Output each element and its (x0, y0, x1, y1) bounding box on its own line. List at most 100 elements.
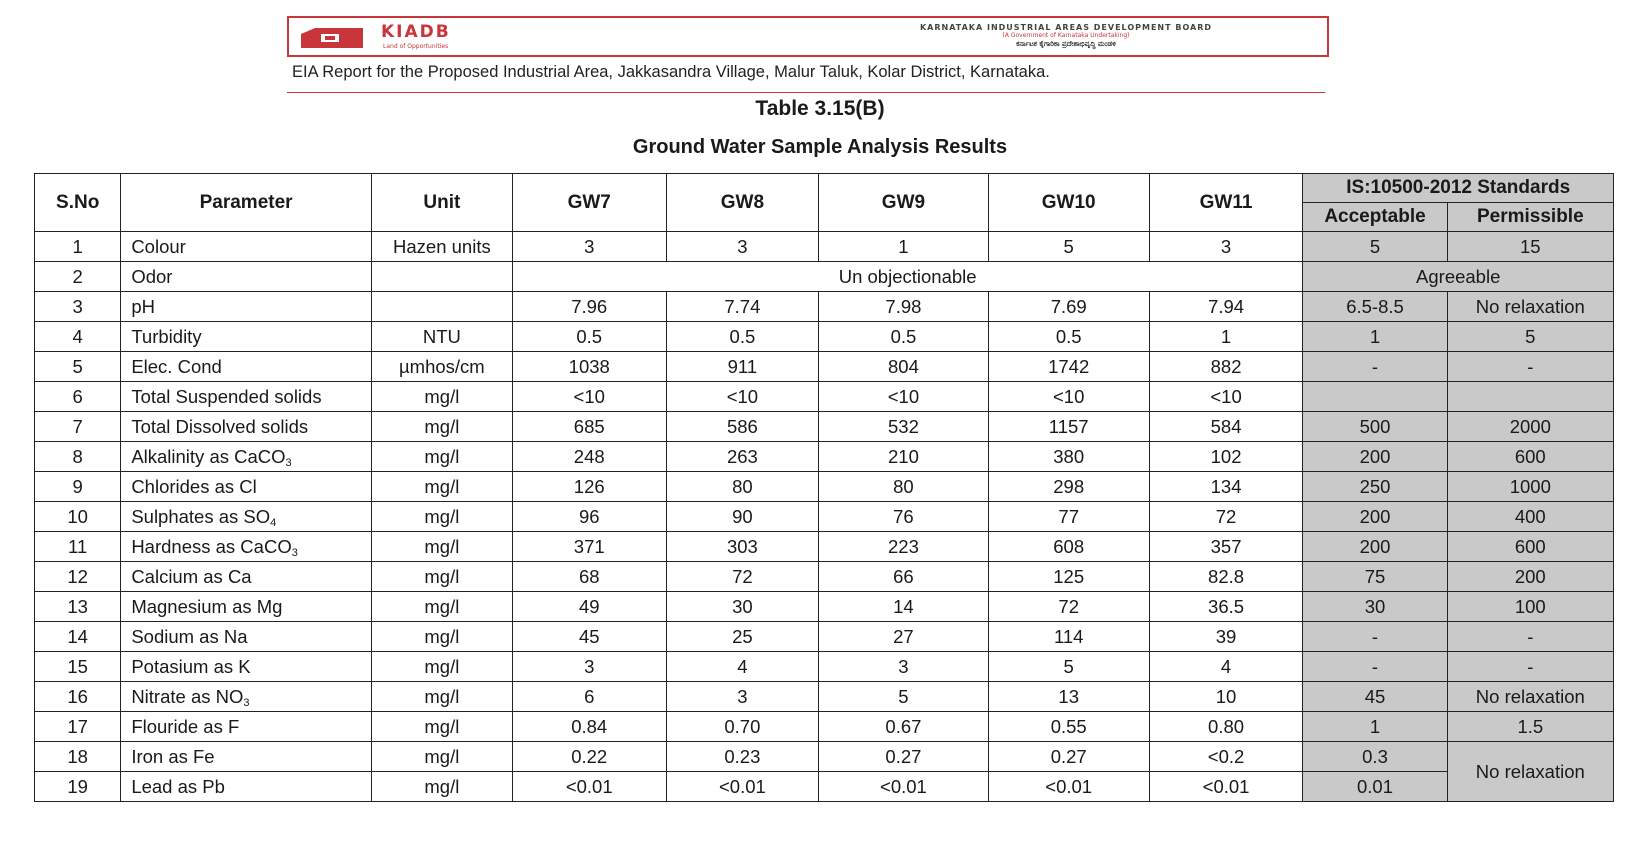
organisation-name-kannada: ಕರ್ನಾಟಕ ಕೈಗಾರಿಕಾ ಪ್ರದೇಶಾಭಿವೃದ್ಧಿ ಮಂಡಳಿ (1016, 40, 1116, 48)
unit-cell: mg/l (370, 471, 513, 502)
parameter-cell: Colour (120, 231, 372, 262)
sno-cell: 19 (33, 771, 122, 802)
parameter-label: Total Suspended solids (131, 386, 322, 407)
unit-cell: µmhos/cm (370, 351, 513, 382)
col-header-sno: S.No (33, 173, 122, 232)
acceptable-cell: - (1302, 651, 1448, 682)
table-row: 12 Calcium as Ca mg/l 68 72 66 125 82.8 75 200 (33, 561, 1615, 592)
sample-value-cell: 82.8 (1148, 561, 1304, 592)
sno-cell: 3 (33, 291, 122, 322)
sample-value-cell: 0.22 (511, 741, 667, 772)
acceptable-cell: 250 (1302, 471, 1448, 502)
permissible-cell: 200 (1446, 561, 1615, 592)
parameter-subscript: 4 (270, 517, 277, 529)
permissible-cell: 100 (1446, 591, 1615, 622)
sample-value-cell: 102 (1148, 441, 1304, 472)
col-header-gw8: GW8 (665, 173, 820, 232)
header-subrow: Acceptable Permissible (35, 202, 1615, 232)
sample-value-cell: 14 (818, 591, 989, 622)
parameter-cell: Calcium as Ca (120, 561, 372, 592)
sample-value-cell: 0.5 (818, 321, 989, 352)
col-header-gw11: GW11 (1148, 173, 1304, 232)
sno-cell: 8 (33, 441, 122, 472)
parameter-cell: Sodium as Na (120, 621, 372, 652)
parameter-label: Iron as Fe (131, 746, 215, 767)
parameter-cell: Alkalinity as CaCO3 (120, 441, 372, 472)
sample-value-cell: 96 (511, 501, 667, 532)
unit-cell: NTU (370, 321, 513, 352)
permissible-cell: No relaxation (1446, 291, 1615, 322)
parameter-label: Odor (131, 266, 173, 287)
col-header-standards: IS:10500-2012 Standards (1302, 173, 1614, 203)
sample-value-cell: 0.27 (818, 741, 989, 772)
sample-value-cell: 72 (665, 561, 820, 592)
sample-value-cell: 5 (818, 681, 989, 712)
sample-value-cell: 3 (818, 651, 989, 682)
sample-value-cell: 7.74 (665, 291, 820, 322)
acceptable-cell: 0.01 (1302, 771, 1448, 802)
permissible-cell: - (1446, 621, 1615, 652)
unit-cell (370, 261, 513, 292)
parameter-label: pH (131, 296, 155, 317)
col-header-gw10: GW10 (987, 173, 1150, 232)
sample-value-cell: 114 (987, 621, 1150, 652)
sample-value-cell: 49 (511, 591, 667, 622)
kiadb-logo-icon (301, 28, 363, 48)
parameter-label: Nitrate as NO (131, 686, 244, 707)
sample-value-cell: 80 (665, 471, 820, 502)
parameter-label: Sodium as Na (131, 626, 248, 647)
sample-value-cell: 0.27 (987, 741, 1150, 772)
acceptable-cell: 200 (1302, 531, 1448, 562)
sample-value-cell: <0.01 (818, 771, 989, 802)
parameter-cell: Odor (120, 261, 372, 292)
permissible-cell: 600 (1446, 441, 1615, 472)
sample-value-cell: 5 (987, 231, 1150, 262)
acceptable-cell: 1 (1302, 321, 1448, 352)
table-row: 18 Iron as Fe mg/l 0.22 0.23 0.27 0.27 <0.2 0.3 N… (33, 741, 1615, 802)
acceptable-cell: 6.5-8.5 (1302, 291, 1448, 322)
acceptable-cell: 45 (1302, 681, 1448, 712)
unit-cell: mg/l (370, 561, 513, 592)
permissible-cell: No relaxation (1446, 681, 1615, 712)
unit-cell: mg/l (370, 531, 513, 562)
sample-value-cell: 0.5 (987, 321, 1150, 352)
parameter-label: Sulphates as SO (131, 506, 271, 527)
sno-cell: 10 (33, 501, 122, 532)
parameter-label: Turbidity (131, 326, 202, 347)
sample-value-cell: <0.01 (987, 771, 1150, 802)
sno-cell: 1 (33, 231, 122, 262)
parameter-label: Magnesium as Mg (131, 596, 283, 617)
sample-value-cell: 6 (511, 681, 667, 712)
acceptable-cell: 30 (1302, 591, 1448, 622)
acceptable-cell (1302, 381, 1448, 412)
table-row: 19 Lead as Pb mg/l <0.01 <0.01 <0.01 <0.01 <0.0… (33, 771, 1614, 802)
header-divider (287, 92, 1325, 93)
sno-cell: 17 (33, 711, 122, 742)
table-row: 16 Nitrate as NO3 mg/l 6 3 5 13 10 45 No relaxati… (33, 681, 1615, 712)
sample-value-cell: 36.5 (1148, 591, 1304, 622)
sample-value-cell: 248 (511, 441, 667, 472)
merged-value-cell: Un objectionable (511, 261, 1304, 292)
organisation-name: KARNATAKA INDUSTRIAL AREAS DEVELOPMENT B… (919, 23, 1213, 32)
permissible-cell: 2000 (1446, 411, 1615, 442)
parameter-cell: Total Suspended solids (120, 381, 372, 412)
parameter-cell: Sulphates as SO4 (120, 501, 372, 532)
parameter-label: Elec. Cond (131, 356, 222, 377)
sample-value-cell: 77 (987, 501, 1150, 532)
unit-cell: mg/l (370, 651, 513, 682)
sample-value-cell: <10 (511, 381, 667, 412)
unit-cell: Hazen units (370, 231, 513, 262)
sno-cell: 18 (33, 741, 122, 772)
sample-value-cell: 685 (511, 411, 667, 442)
sample-value-cell: 7.96 (511, 291, 667, 322)
sample-value-cell: 39 (1148, 621, 1304, 652)
table-row: 3 pH 7.96 7.74 7.98 7.69 7.94 6.5-8.5 No relaxat… (33, 291, 1615, 322)
parameter-cell: pH (120, 291, 372, 322)
sample-value-cell: 72 (1148, 501, 1304, 532)
unit-cell: mg/l (370, 381, 513, 412)
table-row: 5 Elec. Cond µmhos/cm 1038 911 804 1742 882- - (33, 351, 1615, 382)
permissible-cell: 1000 (1446, 471, 1615, 502)
parameter-label: Calcium as Ca (131, 566, 252, 587)
parameter-label: Total Dissolved solids (131, 416, 309, 437)
